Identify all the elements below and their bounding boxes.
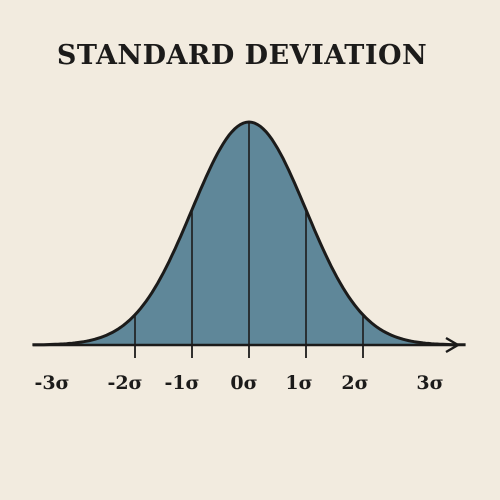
- x-tick-label: -2σ: [107, 372, 142, 394]
- x-axis-arrowhead: [445, 336, 461, 354]
- x-tick-label: 1σ: [285, 372, 312, 394]
- x-tick-label: 0σ: [230, 372, 257, 394]
- x-tick-label: 3σ: [416, 372, 443, 394]
- diagram-title: STANDARD DEVIATION: [56, 40, 428, 71]
- x-axis-ticks: [134, 345, 364, 358]
- x-axis-tick-labels: -3σ -2σ -1σ 0σ 1σ 2σ 3σ: [34, 372, 443, 394]
- x-tick-label: 2σ: [341, 372, 368, 394]
- curve-outline: [32, 120, 466, 347]
- x-tick-label: -3σ: [34, 372, 69, 394]
- x-tick-label: -1σ: [164, 372, 199, 394]
- sigma-divider-lines: [134, 122, 364, 345]
